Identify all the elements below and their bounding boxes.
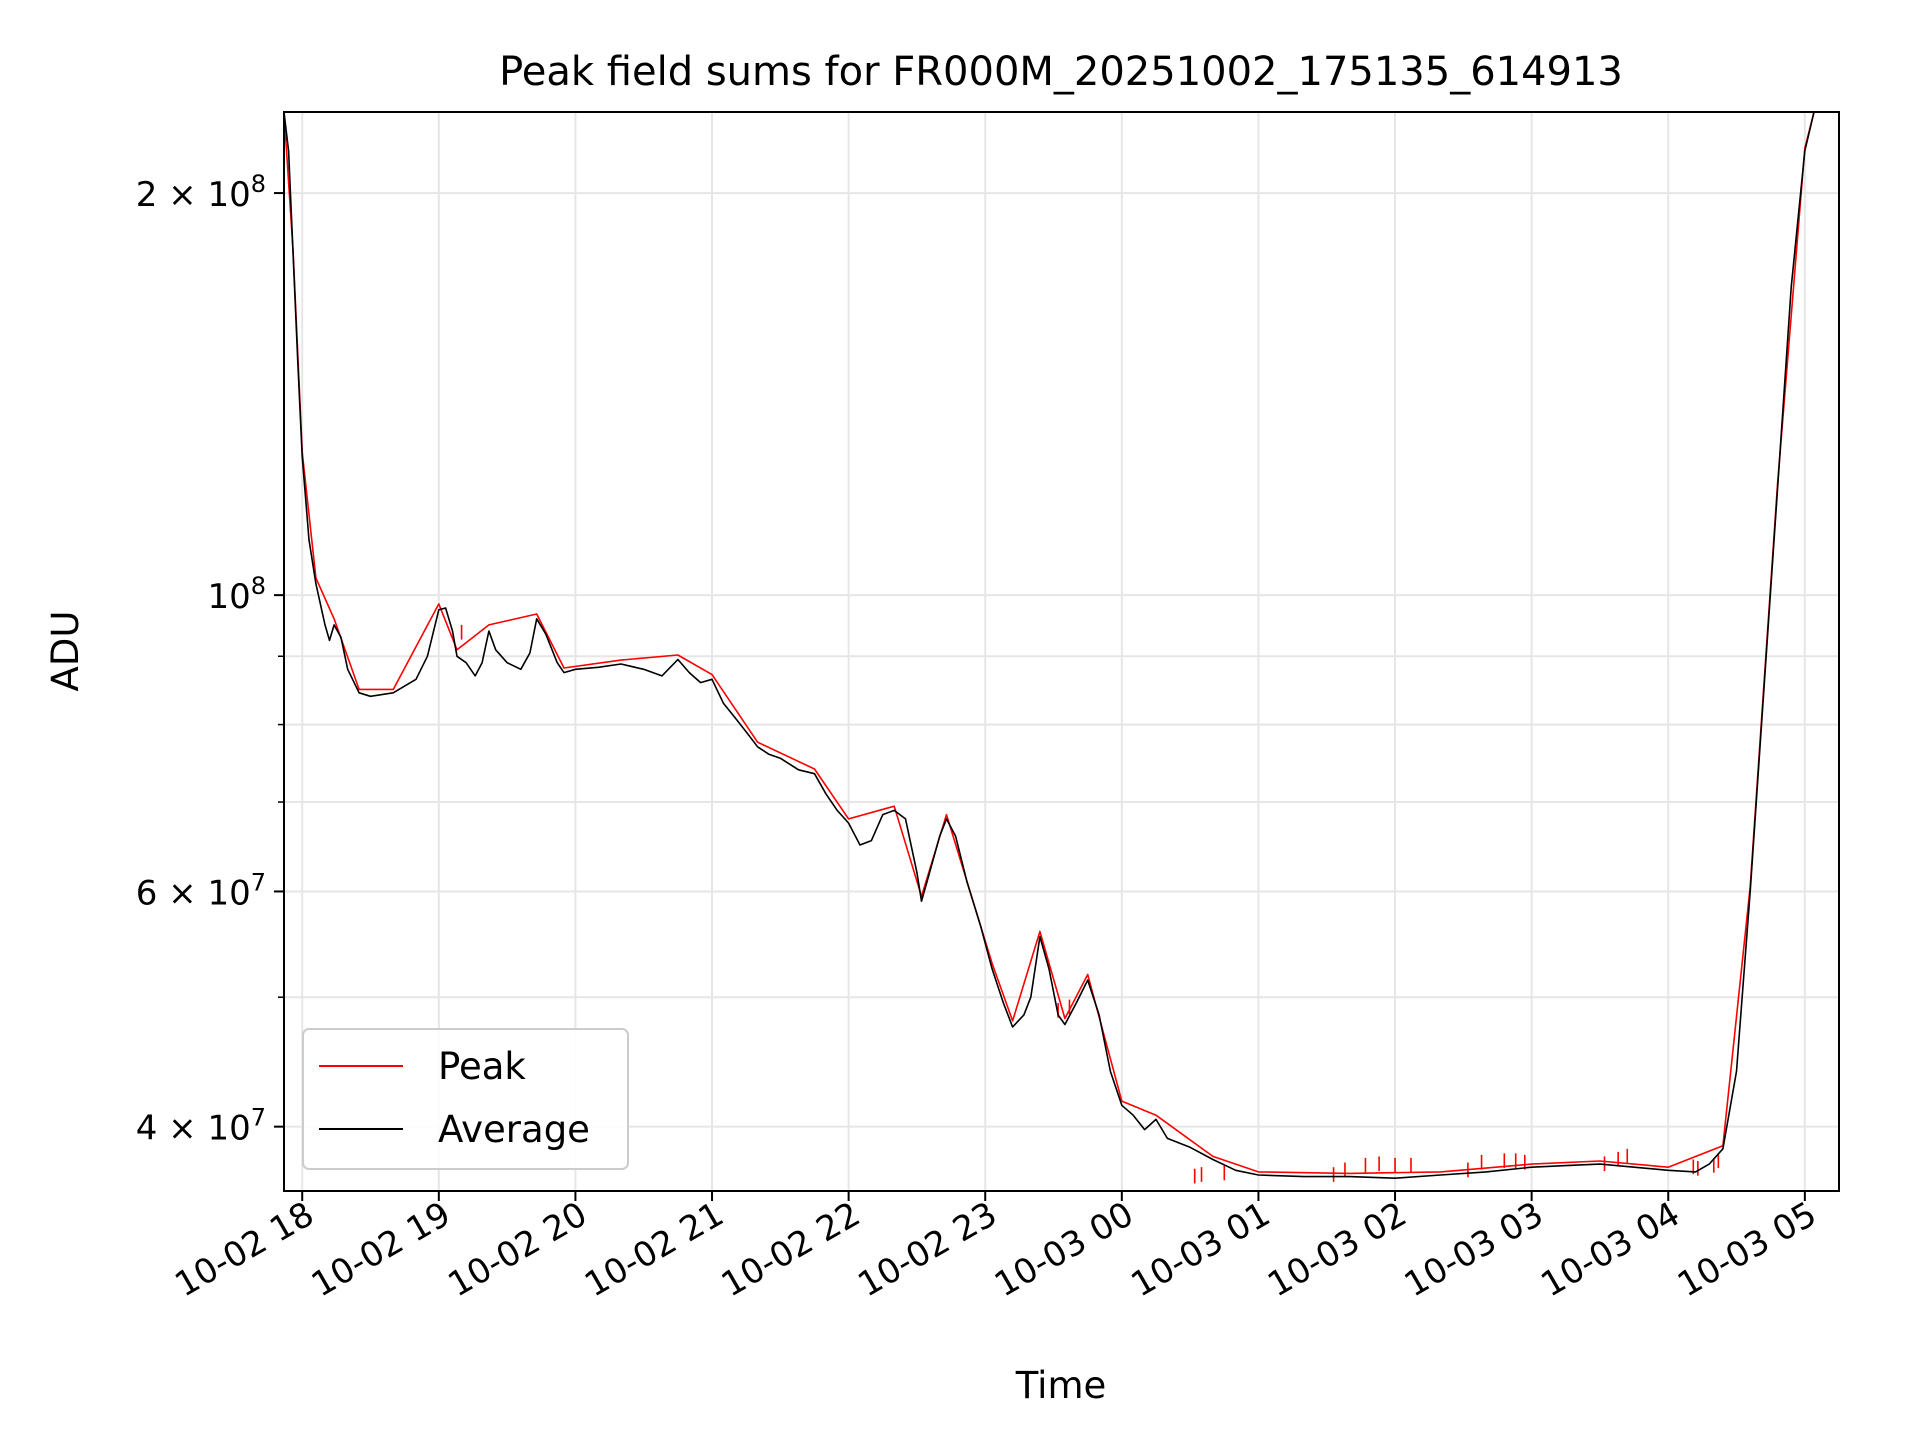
y-tick-label: 108 [207, 572, 266, 617]
legend: Peak Average [302, 1028, 629, 1170]
grid [284, 112, 1839, 1191]
y-tick-label: 2 × 108 [136, 170, 266, 215]
legend-box [302, 1028, 629, 1170]
series-line-average [284, 112, 1815, 1179]
y-tick-label: 6 × 107 [136, 868, 266, 913]
plot-frame [283, 111, 1840, 1192]
plot-area [284, 112, 1815, 1184]
chart-title: Peak field sums for FR000M_20251002_1751… [499, 49, 1623, 95]
x-axis-label: Time [1015, 1364, 1107, 1407]
series-layer [284, 112, 1815, 1184]
y-axis: 4 × 107 6 × 107 108 2 × 108 [136, 170, 284, 1149]
legend-label-peak: Peak [438, 1045, 526, 1088]
y-axis-label: ADU [44, 611, 87, 692]
legend-label-average: Average [438, 1108, 590, 1151]
y-tick-label: 4 × 107 [136, 1104, 266, 1149]
